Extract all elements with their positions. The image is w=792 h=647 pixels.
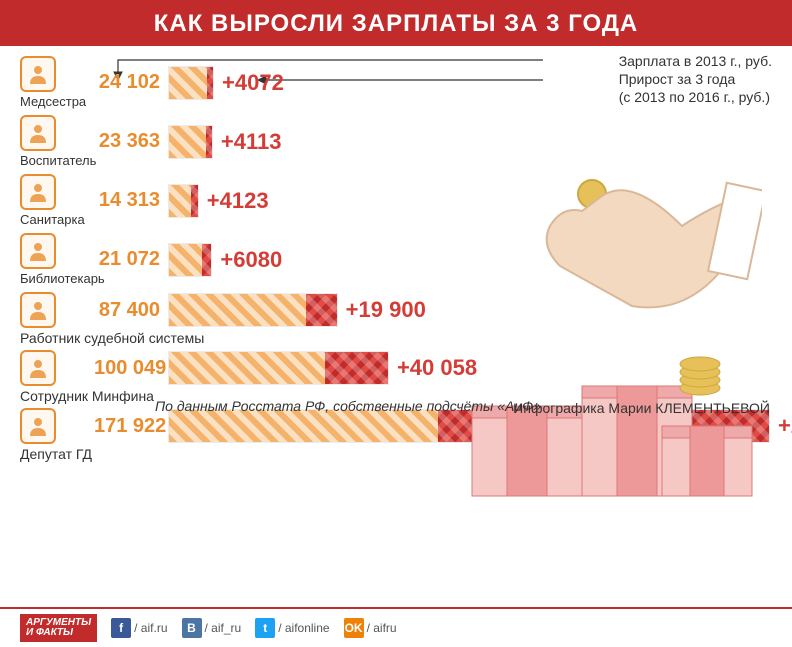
bar-segment-growth	[206, 126, 212, 158]
profession-icon	[20, 350, 56, 386]
salary-row: Библиотекарь21 072 +6080	[20, 233, 772, 286]
social-links: f/ aif.ru B/ aif_ru t/ aifonline OK/ aifru	[111, 618, 396, 638]
bar-cell: +40 058	[168, 351, 772, 385]
profession-label: Библиотекарь	[20, 271, 105, 286]
base-salary-value: 23 363	[94, 130, 164, 153]
salary-bar	[168, 293, 338, 327]
bar-segment-base	[169, 126, 206, 158]
growth-value: +4113	[221, 129, 282, 155]
social-handle: / aif_ru	[205, 621, 242, 635]
bar-segment-base	[169, 294, 306, 326]
growth-value: +4123	[207, 188, 269, 214]
profession-label: Депутат ГД	[20, 446, 772, 462]
base-salary-value: 100 049	[94, 357, 164, 380]
profession-icon	[20, 408, 56, 444]
page-title: КАК ВЫРОСЛИ ЗАРПЛАТЫ ЗА 3 ГОДА	[0, 0, 792, 46]
vk-icon: B	[182, 618, 202, 638]
profession-cell: Воспитатель	[20, 115, 90, 168]
salary-bar	[168, 184, 199, 218]
base-salary-value: 87 400	[94, 299, 164, 322]
bar-segment-base	[169, 244, 202, 276]
social-item[interactable]: t/ aifonline	[255, 618, 329, 638]
salary-row: Санитарка 14 313 +4123	[20, 174, 772, 227]
ok-icon: OK	[344, 618, 364, 638]
bar-segment-growth	[202, 244, 212, 276]
facebook-icon: f	[111, 618, 131, 638]
salary-bar	[168, 125, 213, 159]
profession-label: Работник судебной системы	[20, 330, 772, 346]
profession-label: Воспитатель	[20, 153, 96, 168]
profession-icon	[20, 115, 56, 151]
profession-cell	[20, 292, 90, 328]
profession-cell: Медсестра	[20, 56, 90, 109]
base-salary-value: 24 102	[94, 71, 164, 94]
growth-value: +4072	[222, 70, 284, 96]
twitter-icon: t	[255, 618, 275, 638]
salary-row: 87 400 +19 900	[20, 292, 772, 328]
salary-row: 100 049 +40 058	[20, 350, 772, 386]
bar-cell: +6080	[168, 243, 772, 277]
base-salary-value: 14 313	[94, 189, 164, 212]
growth-value: +19 900	[346, 297, 426, 323]
base-salary-value: 171 922	[94, 415, 164, 438]
salary-row: Воспитатель23 363 +4113	[20, 115, 772, 168]
salary-bar	[168, 351, 389, 385]
profession-icon	[20, 233, 56, 269]
bar-segment-growth	[191, 185, 197, 217]
profession-cell: Библиотекарь	[20, 233, 90, 286]
brand-logo: АРГУМЕНТЫ И ФАКТЫ	[20, 614, 97, 642]
social-item[interactable]: B/ aif_ru	[182, 618, 242, 638]
growth-value: +40 058	[397, 355, 477, 381]
bar-segment-base	[169, 185, 191, 217]
social-item[interactable]: OK/ aifru	[344, 618, 397, 638]
bar-segment-base	[169, 352, 325, 384]
profession-icon	[20, 174, 56, 210]
bar-segment-growth	[325, 352, 388, 384]
bar-cell: +4113	[168, 125, 772, 159]
bar-segment-growth	[207, 67, 213, 99]
profession-label: Санитарка	[20, 212, 85, 227]
profession-icon	[20, 292, 56, 328]
salary-bar	[168, 66, 214, 100]
salary-bar	[168, 243, 212, 277]
footer: АРГУМЕНТЫ И ФАКТЫ f/ aif.ruB/ aif_rut/ a…	[0, 607, 792, 647]
growth-value: +6080	[220, 247, 282, 273]
salary-row: Медсестра 24 102 +4072	[20, 56, 772, 109]
social-handle: / aifonline	[278, 621, 329, 635]
bar-segment-base	[169, 67, 207, 99]
brand-line2: И ФАКТЫ	[26, 628, 91, 638]
chart-area: Зарплата в 2013 г., руб. Прирост за 3 го…	[0, 46, 792, 462]
profession-icon	[20, 56, 56, 92]
bar-cell: +4072	[168, 66, 772, 100]
social-handle: / aif.ru	[134, 621, 167, 635]
growth-value: +212 005	[778, 413, 792, 439]
profession-cell	[20, 408, 90, 444]
profession-cell	[20, 350, 90, 386]
infographic-credit: Инфографика Марии КЛЕМЕНТЬЕВОЙ	[513, 400, 770, 416]
social-item[interactable]: f/ aif.ru	[111, 618, 167, 638]
social-handle: / aifru	[367, 621, 397, 635]
profession-label: Медсестра	[20, 94, 86, 109]
bar-cell: +19 900	[168, 293, 772, 327]
bar-segment-base	[169, 410, 438, 442]
bar-cell: +4123	[168, 184, 772, 218]
data-source: По данным Росстата РФ, собственные подсч…	[155, 398, 541, 414]
bar-segment-growth	[306, 294, 337, 326]
base-salary-value: 21 072	[94, 248, 164, 271]
profession-cell: Санитарка	[20, 174, 90, 227]
